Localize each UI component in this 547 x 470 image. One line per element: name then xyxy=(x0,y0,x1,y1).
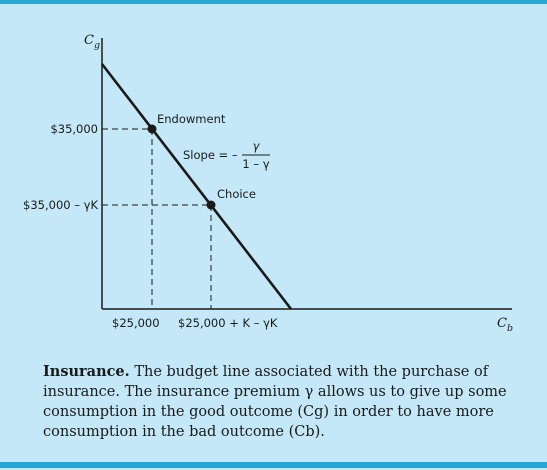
budget-line-diagram: Cg Cb $35,000 $35,000 – γK $25,000 $25,0… xyxy=(23,33,513,334)
x-axis-label: Cb xyxy=(497,316,513,334)
caption-text: The budget line associated with the purc… xyxy=(43,364,507,440)
slope-denominator: 1 – γ xyxy=(242,157,269,171)
caption-title: Insurance. xyxy=(43,363,130,380)
choice-label: Choice xyxy=(217,187,256,201)
slope-label: Slope = – xyxy=(183,148,238,162)
figure-caption: Insurance. The budget line associated wi… xyxy=(43,362,513,442)
y-tick-endowment: $35,000 xyxy=(50,122,98,136)
choice-point xyxy=(206,200,216,210)
endowment-point xyxy=(147,124,157,134)
budget-line xyxy=(100,63,293,310)
top-rule xyxy=(0,0,547,4)
slope-numerator: γ xyxy=(253,139,261,153)
x-tick-endowment: $25,000 xyxy=(112,316,160,330)
endowment-label: Endowment xyxy=(157,112,226,126)
bottom-rule xyxy=(0,462,547,468)
x-tick-choice: $25,000 + K – γK xyxy=(178,316,278,330)
y-tick-choice: $35,000 – γK xyxy=(23,198,98,212)
y-axis-label: Cg xyxy=(84,33,100,51)
